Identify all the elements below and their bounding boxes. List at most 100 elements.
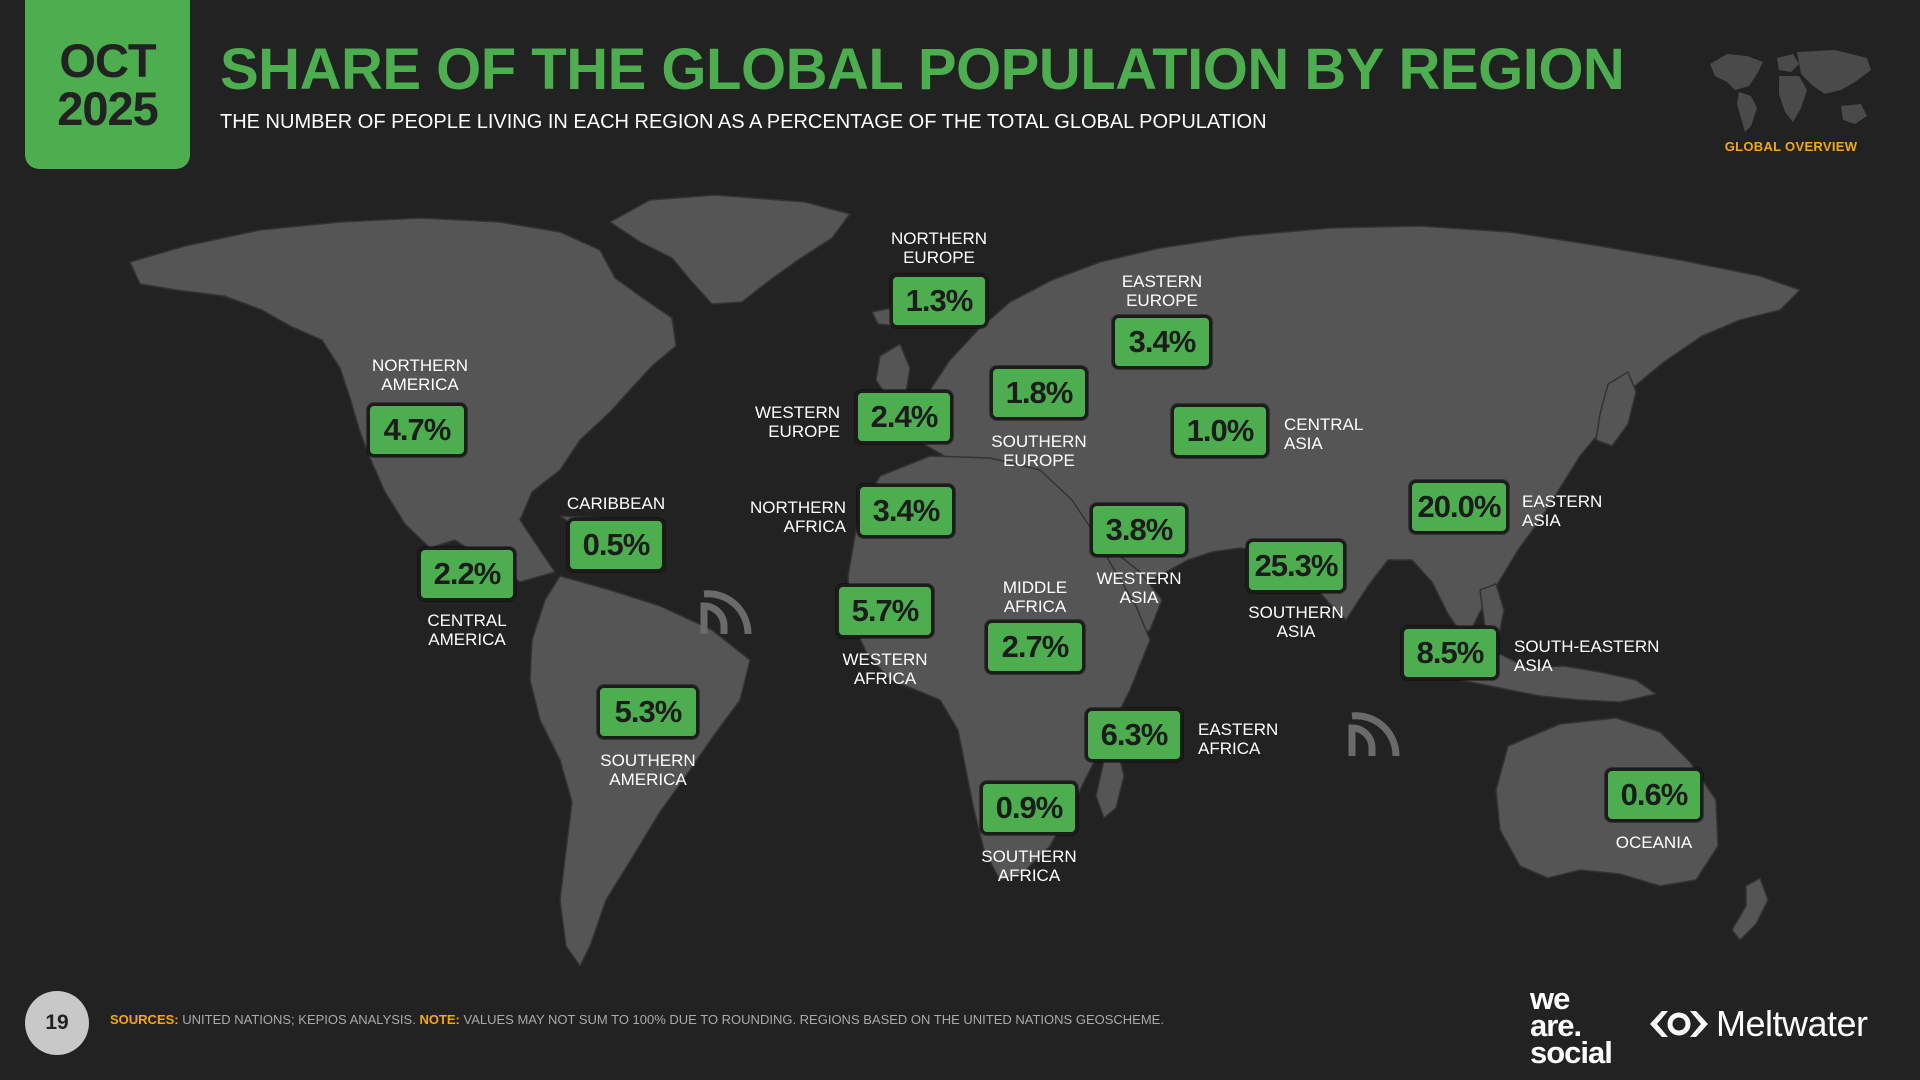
region-value-box: 3.8% <box>1090 503 1188 557</box>
date-badge: OCT 2025 <box>25 0 190 169</box>
region-name-line: EASTERN <box>1121 272 1203 291</box>
region-name: CARIBBEAN <box>506 494 726 513</box>
logo-line: social <box>1530 1035 1613 1070</box>
region-name-line: NORTHERN <box>371 356 469 375</box>
note-text: VALUES MAY NOT SUM TO 100% DUE TO ROUNDI… <box>459 1012 1164 1027</box>
we-are-social-logo: we are. social <box>1530 981 1613 1070</box>
footer-sources: SOURCES: UNITED NATIONS; KEPIOS ANALYSIS… <box>110 1012 1164 1027</box>
region-name: NORTHERN AMERICA <box>310 356 530 394</box>
region-name-line: OCEANIA <box>1615 833 1693 852</box>
region-name-line: ASIA <box>1522 511 1561 530</box>
region-name: EASTERN EUROPE <box>1052 272 1272 310</box>
region-name-line: ASIA <box>1284 434 1323 453</box>
region-name-line: AMERICA <box>428 630 506 649</box>
region-value-box: 1.0% <box>1171 404 1269 458</box>
region-value-box: 1.8% <box>990 366 1088 420</box>
region-name-line: AMERICA <box>609 770 687 789</box>
region-value-box: 2.2% <box>418 547 516 601</box>
region-name-line: SOUTHERN <box>600 751 696 770</box>
region-name-line: AMERICA <box>381 375 459 394</box>
region-name: EASTERN ASIA <box>1522 492 1602 530</box>
region-name-line: CARIBBEAN <box>566 494 666 513</box>
meltwater-logo-icon <box>1650 1011 1708 1037</box>
region-name-line: AFRICA <box>1198 739 1261 758</box>
page-title: SHARE OF THE GLOBAL POPULATION BY REGION <box>220 37 1625 102</box>
sources-key: SOURCES: <box>110 1012 179 1027</box>
logo-line: we <box>1530 981 1570 1016</box>
region-value-box: 2.4% <box>855 390 953 444</box>
region-name-line: EUROPE <box>903 248 975 267</box>
note-key: NOTE: <box>419 1012 460 1027</box>
region-name-line: WESTERN <box>1096 569 1182 588</box>
region-name-line: AFRICA <box>997 866 1061 885</box>
region-name-line: AFRICA <box>853 669 917 688</box>
region-name: WESTERN EUROPE <box>620 403 840 441</box>
region-name-line: WESTERN <box>842 650 928 669</box>
region-name: NORTHERN EUROPE <box>829 229 1049 267</box>
region-value-box: 8.5% <box>1401 626 1499 680</box>
region-name-line: MIDDLE <box>1002 578 1068 597</box>
region-name-line: SOUTHERN <box>1248 603 1344 622</box>
region-name-line: AFRICA <box>1003 597 1067 616</box>
region-name-line: WESTERN <box>755 403 840 422</box>
region-name: SOUTHERN AMERICA <box>538 751 758 789</box>
japan <box>1595 371 1637 447</box>
region-name: MIDDLE AFRICA <box>925 578 1145 616</box>
date-year: 2025 <box>57 81 159 135</box>
region-name-line: ASIA <box>1276 622 1316 641</box>
region-name-line: NORTHERN <box>749 498 846 517</box>
region-name: CENTRAL ASIA <box>1284 415 1363 453</box>
date-month: OCT <box>59 33 156 87</box>
region-value-box: 6.3% <box>1085 708 1183 762</box>
section-label: GLOBAL OVERVIEW <box>1724 139 1858 154</box>
region-value-box: 2.7% <box>985 620 1085 674</box>
region-name-line: ASIA <box>1119 588 1159 607</box>
region-name-line: ASIA <box>1514 656 1553 675</box>
region-name-line: EASTERN <box>1198 720 1279 739</box>
region-name-line: SOUTHERN <box>991 432 1087 451</box>
south-america-landmass <box>529 575 751 967</box>
region-value-box: 25.3% <box>1246 539 1346 593</box>
region-name-line: EUROPE <box>1126 291 1198 310</box>
new-zealand <box>1731 877 1769 941</box>
greenland-landmass <box>609 194 851 305</box>
region-name-line: AFRICA <box>783 517 846 536</box>
region-name-line: EUROPE <box>1003 451 1075 470</box>
region-name: NORTHERN AFRICA <box>626 498 846 536</box>
meltwater-wordmark: Meltwater <box>1716 1003 1868 1044</box>
region-name-line: CENTRAL <box>427 611 507 630</box>
region-value-box: 3.4% <box>1112 315 1212 369</box>
region-value-box: 3.4% <box>857 484 955 538</box>
region-name: SOUTHERN EUROPE <box>929 432 1149 470</box>
region-name: CENTRAL AMERICA <box>357 611 577 649</box>
north-america-landmass <box>129 217 677 583</box>
region-name-line: EASTERN <box>1522 492 1603 511</box>
region-value-box: 20.0% <box>1409 480 1509 534</box>
region-name-line: CENTRAL <box>1284 415 1364 434</box>
region-name: SOUTHERN ASIA <box>1186 603 1406 641</box>
region-name: SOUTHERN AFRICA <box>919 847 1139 885</box>
datareportal-watermark-icon <box>1348 712 1400 757</box>
region-name: EASTERN AFRICA <box>1198 720 1278 758</box>
meltwater-logo: Meltwater <box>1648 1003 1868 1045</box>
logo-line: are. <box>1530 1008 1582 1043</box>
datareportal-watermark-icon <box>700 590 752 635</box>
page-subtitle: THE NUMBER OF PEOPLE LIVING IN EACH REGI… <box>220 111 1267 133</box>
region-value-box: 0.5% <box>567 518 665 572</box>
region-name: WESTERN ASIA <box>1029 569 1249 607</box>
region-value-box: 1.3% <box>890 274 988 328</box>
region-name: WESTERN AFRICA <box>775 650 995 688</box>
region-name-line: SOUTHERN <box>981 847 1077 866</box>
region-name-line: EUROPE <box>768 422 840 441</box>
world-map-icon <box>1710 50 1871 132</box>
region-value-box: 0.9% <box>980 781 1078 835</box>
region-value-box: 4.7% <box>367 403 467 457</box>
region-name: SOUTH-EASTERN ASIA <box>1514 637 1659 675</box>
region-value-box: 0.6% <box>1605 768 1703 822</box>
region-name-line: NORTHERN <box>890 229 988 248</box>
sources-text: UNITED NATIONS; KEPIOS ANALYSIS. <box>178 1012 420 1027</box>
page-number: 19 <box>25 991 89 1055</box>
region-name: OCEANIA <box>1544 833 1764 852</box>
region-name-line: SOUTH-EASTERN <box>1514 637 1660 656</box>
